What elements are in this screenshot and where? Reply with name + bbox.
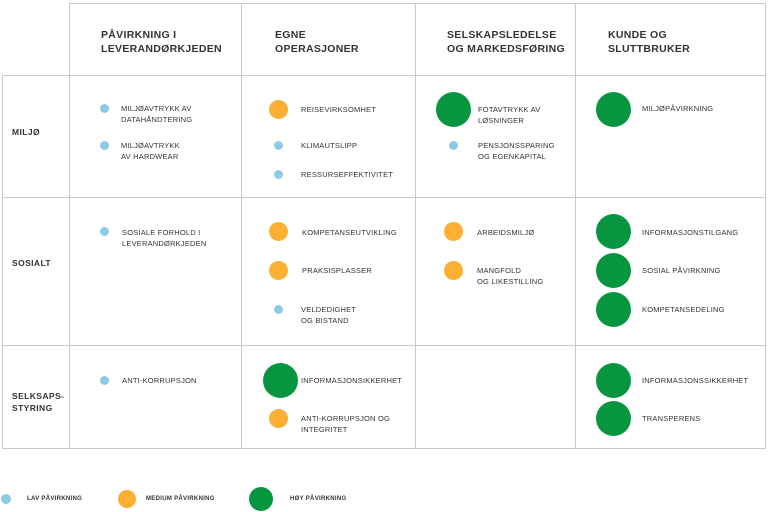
grid-line-row1 — [2, 197, 766, 198]
item-anti-korrupsjon-integritet: ANTI-KORRUPSJON OG INTEGRITET — [301, 414, 391, 434]
impact-dot-low — [100, 141, 109, 150]
grid-line-row2 — [2, 345, 766, 346]
item-sosiale-forhold: SOSIALE FORHOLD I LEVERANDØRKJEDEN — [122, 228, 207, 248]
item-kompetanseutvikling: KOMPETANSEUTVIKLING — [302, 228, 397, 237]
impact-dot-low — [449, 141, 458, 150]
item-klimautslipp: KLIMAUTSLIPP — [301, 141, 358, 150]
impact-dot-low — [274, 305, 283, 314]
column-header-kunde: KUNDE OG SLUTTBRUKER — [608, 29, 691, 55]
legend-medium-swatch — [118, 490, 136, 508]
item-miljoavtrykk-datahandtering: MILJØAVTRYKK AV DATAHÅNDTERING — [121, 104, 193, 124]
item-pensjonssparing: PENSJONSSPARING OG EGENKAPITAL — [478, 141, 555, 161]
grid-line-col4 — [575, 3, 576, 449]
impact-dot-high — [596, 401, 631, 436]
legend-low-swatch — [1, 494, 11, 504]
item-informasjonsikkerhet: INFORMASJONSIKKERHET — [301, 376, 403, 385]
impact-dot-low — [274, 170, 283, 179]
grid-line-header — [2, 75, 766, 76]
legend-low-label: LAV PÅVIRKNING — [27, 496, 83, 502]
impact-dot-high — [596, 214, 631, 249]
row-header-selskapsstyring: SELKSAPS- STYRING — [12, 391, 65, 413]
impact-dot-high — [596, 253, 631, 288]
item-veldedighet: VELDEDIGHET OG BISTAND — [301, 305, 357, 325]
grid-line-left — [2, 75, 3, 449]
item-miljoavtrykk-hardwear: MILJØAVTRYKK AV HARDWEAR — [121, 141, 180, 161]
impact-dot-medium — [269, 261, 288, 280]
column-header-leverandorkjeden: PÅVIRKNING I LEVERANDØRKJEDEN — [101, 29, 222, 55]
legend-medium-label: MEDIUM PÅVIRKNING — [146, 496, 215, 502]
column-header-selskapsledelse: SELSKAPSLEDELSE OG MARKEDSFØRING — [447, 29, 565, 55]
impact-dot-high — [596, 363, 631, 398]
item-mangfold: MANGFOLD OG LIKESTILLING — [477, 266, 544, 286]
impact-dot-medium — [269, 100, 288, 119]
item-miljopavirkning: MILJØPÅVIRKNING — [642, 104, 714, 113]
impact-dot-high — [436, 92, 471, 127]
legend-high-label: HØY PÅVIRKNING — [290, 496, 347, 502]
item-kompetansedeling: KOMPETANSEDELING — [642, 305, 725, 314]
item-reisevirksomhet: REISEVIRKSOMHET — [301, 105, 377, 114]
row-header-sosialt: SOSIALT — [12, 258, 52, 268]
item-fotavtrykk-losninger: FOTAVTRYKK AV LØSNINGER — [478, 105, 541, 125]
impact-dot-high — [596, 92, 631, 127]
row-header-miljo: MILJØ — [12, 127, 40, 137]
grid-line-col2 — [241, 3, 242, 449]
item-transperens: TRANSPERENS — [642, 414, 701, 423]
impact-dot-low — [100, 376, 109, 385]
item-arbeidsmiljo: ARBEIDSMILJØ — [477, 228, 535, 237]
grid-line-col3 — [415, 3, 416, 449]
item-informasjonssikkerhet: INFORMASJONSSIKKERHET — [642, 376, 749, 385]
column-header-egne-operasjoner: EGNE OPERASJONER — [275, 29, 359, 55]
impact-dot-high — [263, 363, 298, 398]
impact-dot-medium — [444, 222, 463, 241]
impact-dot-medium — [269, 409, 288, 428]
item-sosial-pavirkning: SOSIAL PÅVIRKNING — [642, 266, 721, 275]
impact-dot-medium — [444, 261, 463, 280]
item-anti-korrupsjon: ANTI-KORRUPSJON — [122, 376, 197, 385]
item-informasjonstilgang: INFORMASJONSTILGANG — [642, 228, 739, 237]
grid-line-col1 — [69, 3, 70, 449]
impact-dot-high — [596, 292, 631, 327]
impact-dot-low — [100, 227, 109, 236]
grid-line-right — [765, 3, 766, 449]
legend-high-swatch — [249, 487, 273, 511]
grid-line-bottom — [2, 448, 766, 449]
impact-dot-medium — [269, 222, 288, 241]
item-ressurseffektivitet: RESSURSEFFEKTIVITET — [301, 170, 394, 179]
grid-line-top — [69, 3, 766, 4]
impact-dot-low — [100, 104, 109, 113]
impact-dot-low — [274, 141, 283, 150]
item-praksisplasser: PRAKSISPLASSER — [302, 266, 372, 275]
